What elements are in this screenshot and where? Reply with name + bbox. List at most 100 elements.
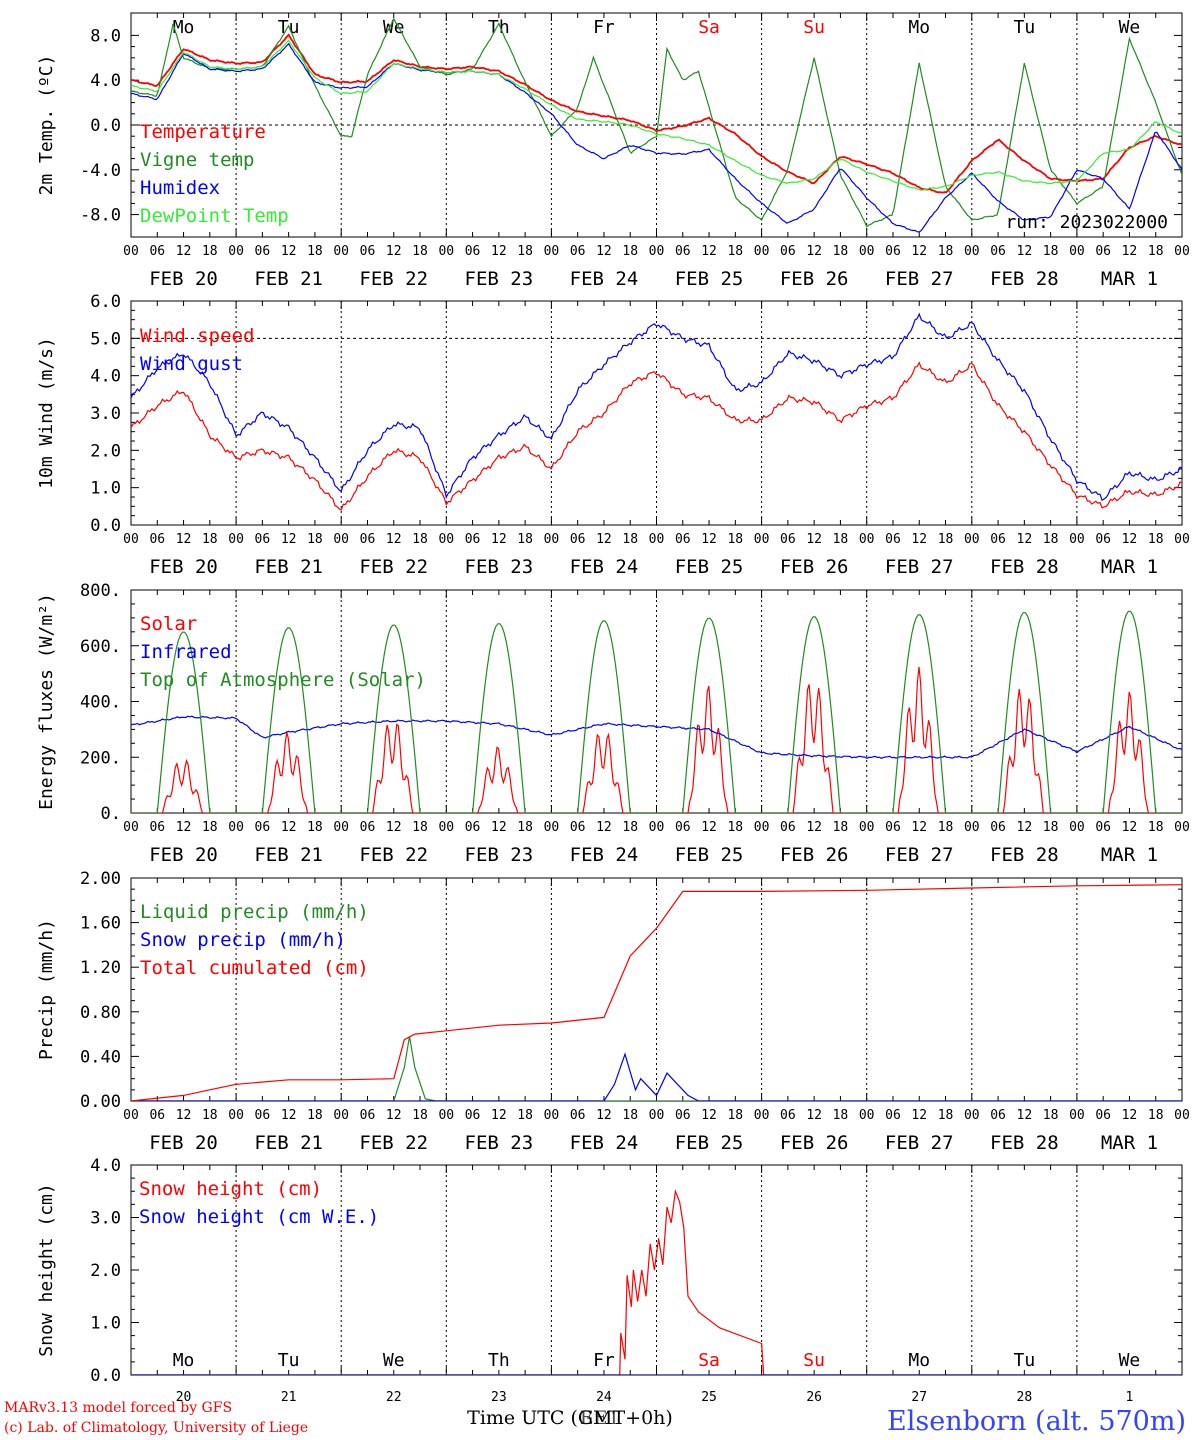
hour-label: 18 — [412, 532, 428, 547]
y-tick-label: 200. — [80, 748, 121, 768]
date-label: FEB 22 — [359, 844, 428, 866]
hour-label: 12 — [1122, 820, 1138, 835]
hour-label: 12 — [386, 1108, 402, 1123]
legend-entry: Vigne temp — [140, 149, 254, 171]
hour-label: 12 — [386, 820, 402, 835]
date-label: FEB 24 — [570, 268, 639, 290]
day-name-label: Fr — [593, 17, 615, 38]
hour-label: 06 — [1095, 532, 1111, 547]
hour-label: 06 — [255, 532, 271, 547]
hour-label: 06 — [885, 820, 901, 835]
hour-label: 12 — [281, 820, 297, 835]
series-line-solar — [131, 666, 1182, 813]
hour-label: 12 — [701, 532, 717, 547]
legend-entry: Temperature — [140, 121, 266, 143]
hour-label: 00 — [1069, 1108, 1085, 1123]
hour-label: 06 — [990, 244, 1006, 259]
copyright: (c) Lab. of Climatology, University of L… — [4, 1420, 308, 1436]
hour-label: 00 — [1069, 244, 1085, 259]
legend-entry: Liquid precip (mm/h) — [140, 901, 369, 923]
hour-label: 00 — [859, 244, 875, 259]
hour-label: 00 — [228, 820, 244, 835]
hour-label: 12 — [911, 820, 927, 835]
station-name: Elsenborn (alt. 570m) — [887, 1406, 1186, 1437]
hour-label: 00 — [859, 1108, 875, 1123]
date-label: FEB 21 — [254, 556, 323, 578]
hour-label: 18 — [412, 820, 428, 835]
y-tick-label: 800. — [80, 581, 121, 601]
date-label: MAR 1 — [1101, 1132, 1158, 1154]
y-tick-label: 5.0 — [90, 329, 121, 349]
hour-label: 06 — [675, 1108, 691, 1123]
day-name-label: We — [1119, 1350, 1141, 1371]
day-name-label: Sa — [698, 1350, 720, 1371]
hour-label: 06 — [885, 244, 901, 259]
y-tick-label: 0.80 — [80, 1003, 121, 1023]
date-label: FEB 28 — [990, 268, 1059, 290]
day-name-label: Mo — [908, 1350, 930, 1371]
hour-label: 00 — [964, 1108, 980, 1123]
hour-label: 00 — [964, 820, 980, 835]
date-label: FEB 28 — [990, 556, 1059, 578]
legend-entry: Wind speed — [140, 325, 254, 347]
hour-label: 18 — [622, 820, 638, 835]
hour-label: 06 — [1095, 820, 1111, 835]
hour-label: 18 — [517, 1108, 533, 1123]
time-axis-overlay: EET — [580, 1407, 621, 1429]
run-label: run: 2023022000 — [1005, 212, 1168, 233]
hour-label: 18 — [307, 244, 323, 259]
hour-label: 06 — [780, 244, 796, 259]
hour-label: 12 — [1122, 244, 1138, 259]
y-tick-label: 2.0 — [90, 441, 121, 461]
panel-5: 4.0 3.0 2.0 1.0 0.0 Snow height (cm) 20 21 22 23 2… — [36, 1156, 1183, 1405]
hour-label: 06 — [780, 820, 796, 835]
hour-label: 06 — [255, 820, 271, 835]
hour-label: 00 — [754, 532, 770, 547]
date-label: FEB 28 — [990, 844, 1059, 866]
day-name-label: Su — [803, 1350, 825, 1371]
hour-label: 18 — [833, 532, 849, 547]
hour-label: 12 — [491, 532, 507, 547]
hour-label: 00 — [859, 820, 875, 835]
date-label: FEB 23 — [465, 1132, 534, 1154]
panel-2: 6.0 5.0 4.0 3.0 2.0 1.0 0.0 10m Wind (m/s) 00 06 1… — [36, 292, 1190, 578]
day-number-label: 20 — [176, 1390, 192, 1405]
date-label: MAR 1 — [1101, 556, 1158, 578]
legend-entry: Snow height (cm) — [139, 1178, 322, 1200]
day-name-label: We — [1119, 17, 1141, 38]
hour-label: 12 — [701, 244, 717, 259]
hour-label: 00 — [754, 244, 770, 259]
hour-label: 06 — [1095, 244, 1111, 259]
hour-label: 00 — [123, 1108, 139, 1123]
y-tick-label: 2.0 — [90, 1261, 121, 1281]
panel-3: 800. 600. 400. 200. 0. Energy fluxes (W/m²) 00… — [36, 581, 1190, 866]
hour-label: 18 — [622, 532, 638, 547]
hour-label: 12 — [701, 1108, 717, 1123]
hour-label: 12 — [806, 532, 822, 547]
date-label: FEB 26 — [780, 844, 849, 866]
y-tick-label: 0.0 — [90, 516, 121, 536]
hour-label: 18 — [1148, 820, 1164, 835]
hour-label: 06 — [990, 1108, 1006, 1123]
y-tick-label: 4.0 — [90, 71, 121, 91]
series-line-top-of-atmosphere-solar — [131, 610, 1182, 813]
hour-label: 00 — [649, 244, 665, 259]
hour-label: 00 — [123, 532, 139, 547]
date-label: FEB 23 — [465, 268, 534, 290]
date-label: FEB 25 — [675, 844, 744, 866]
day-number-label: 27 — [911, 1390, 927, 1405]
date-label: FEB 20 — [149, 556, 218, 578]
hour-label: 00 — [859, 532, 875, 547]
hour-label: 06 — [780, 1108, 796, 1123]
hour-label: 00 — [1069, 532, 1085, 547]
date-label: FEB 26 — [780, 268, 849, 290]
hour-label: 00 — [123, 820, 139, 835]
hour-label: 18 — [1043, 820, 1059, 835]
day-name-label: Tu — [1014, 17, 1036, 38]
day-number-label: 24 — [596, 1390, 612, 1405]
hour-label: 12 — [491, 1108, 507, 1123]
day-number-label: 28 — [1017, 1390, 1033, 1405]
date-label: FEB 26 — [780, 556, 849, 578]
date-label: FEB 27 — [885, 844, 954, 866]
date-label: FEB 21 — [254, 1132, 323, 1154]
